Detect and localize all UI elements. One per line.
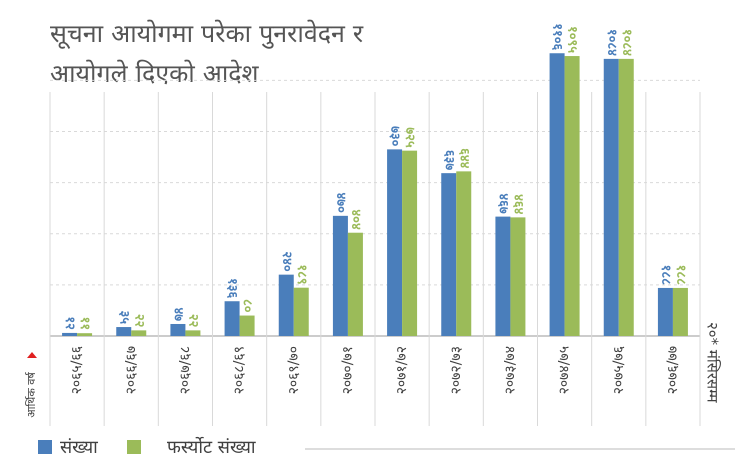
bar (224, 301, 240, 336)
data-label: २२ (185, 314, 200, 328)
x-tick-label: २०७०/७१ (340, 346, 356, 394)
data-label: १८८ (673, 265, 688, 286)
data-label: २४० (279, 251, 294, 272)
bar (131, 330, 147, 336)
data-label: ८० (240, 299, 255, 313)
data-label: ४७ (170, 307, 185, 321)
data-label: ३५ (116, 311, 131, 325)
data-label: १०८४ (619, 29, 634, 56)
data-label: ७३० (387, 126, 402, 147)
data-label: ४०४ (348, 209, 363, 230)
bar (77, 333, 93, 336)
data-label: ११ (77, 317, 92, 331)
bar (564, 56, 580, 336)
bar (672, 287, 688, 336)
chart-title: सूचना आयोगमा परेका पुनरावेदन र (50, 19, 364, 49)
legend-swatch (38, 440, 52, 454)
bar (387, 149, 403, 336)
data-label: ७२५ (402, 127, 417, 148)
bar (116, 327, 132, 336)
data-label: १०९५ (565, 26, 580, 53)
x-tick-label: २०७३/७४ (502, 346, 518, 394)
bar (278, 274, 294, 336)
bar (456, 171, 472, 336)
data-label: १०८४ (604, 29, 619, 56)
x-tick-label: २०७२/७३ (448, 346, 464, 394)
data-label: ११०६ (550, 23, 565, 50)
annotation: २०* मंसिरसम्म (704, 322, 722, 404)
bar (347, 232, 363, 336)
x-tick-label: २०६९/७० (286, 346, 302, 394)
bar (441, 173, 457, 336)
bar (402, 150, 418, 336)
data-label: १३६ (225, 278, 240, 299)
x-axis-label: आर्थिक वर्ष (25, 371, 38, 418)
bar (495, 216, 511, 336)
bar (549, 53, 565, 337)
data-label: ४६४ (510, 194, 525, 215)
data-label: १८८ (658, 265, 673, 286)
x-tick-label: २०६५/६६ (69, 346, 85, 394)
data-label: ६४४ (456, 148, 471, 169)
x-tick-label: २०७१/७२ (394, 346, 410, 394)
x-tick-label: २०७४/७५ (557, 346, 573, 394)
chart-title: आयोगले दिएको आदेश (50, 59, 260, 88)
bar (332, 215, 348, 336)
x-tick-label: २०६७/६८ (177, 346, 193, 394)
data-label: १८९ (294, 264, 309, 284)
data-label: १२ (62, 316, 77, 330)
x-tick-label: २०७५/७६ (611, 346, 627, 394)
x-tick-label: २०६६/६७ (123, 346, 139, 394)
bar (62, 332, 78, 336)
bar (618, 58, 634, 336)
bar (657, 287, 673, 336)
bar (239, 315, 255, 336)
bar (185, 330, 201, 336)
bar (603, 58, 619, 336)
bar (510, 217, 526, 336)
legend-swatch (127, 440, 141, 454)
data-label: ४६७ (495, 193, 510, 214)
x-tick-label: २०७६/७७ (665, 346, 681, 394)
axis-arrow (27, 352, 37, 358)
legend-label: संख्या (60, 437, 98, 458)
bar (293, 287, 309, 336)
data-label: २२ (131, 314, 146, 328)
bar (170, 323, 186, 336)
x-tick-label: २०६८/६९ (232, 346, 248, 394)
legend-label: फर्स्योट संख्या (167, 436, 256, 458)
data-label: ६३७ (441, 150, 456, 171)
data-label: ४७० (333, 193, 348, 214)
